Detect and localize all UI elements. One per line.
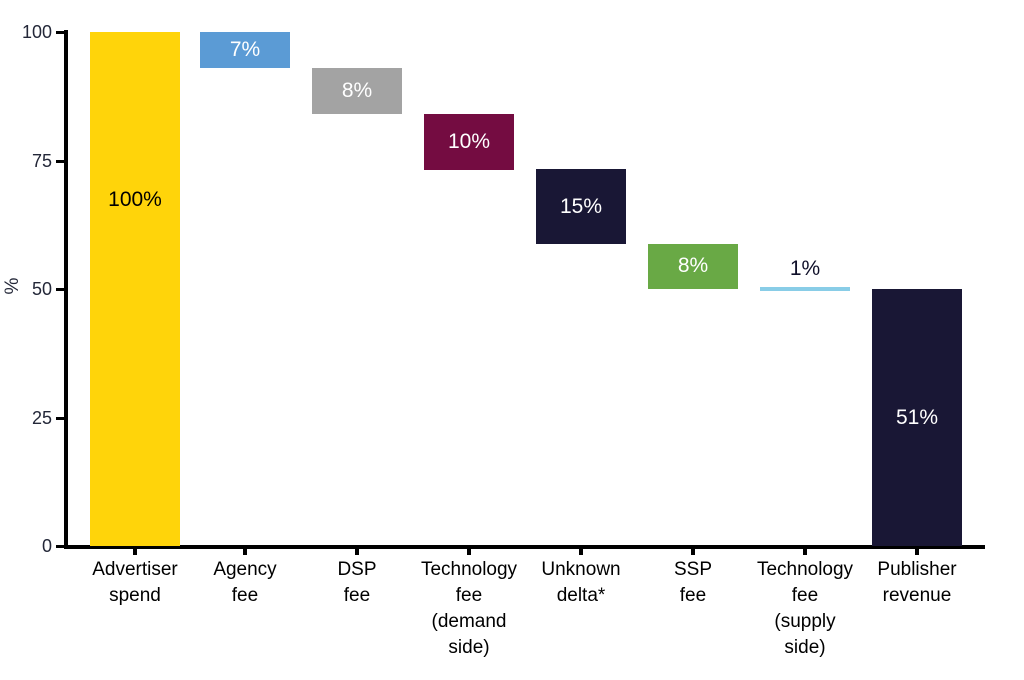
bar-dsp-fee <box>312 67 402 115</box>
y-tick-mark <box>56 288 65 291</box>
y-tick-label: 50 <box>31 279 52 299</box>
bar-value-label-publisher-revenue: 51% <box>895 406 939 429</box>
x-tick-mark <box>467 549 471 555</box>
bar-value-label-technology-fee-supply-side: 1% <box>789 257 821 280</box>
x-category-label-agency-fee: Agency fee <box>213 559 277 606</box>
x-category-label-unknown-delta: Unknown delta* <box>541 559 621 606</box>
bar-value-label-agency-fee: 7% <box>229 38 261 61</box>
y-tick-label: 0 <box>41 536 52 556</box>
bar-value-label-advertiser-spend: 100% <box>108 188 162 211</box>
x-tick-mark <box>243 549 247 555</box>
bar-value-label-dsp-fee: 8% <box>341 79 373 102</box>
x-category-label-advertiser-spend: Advertiser spend <box>92 559 178 606</box>
y-tick-mark <box>56 416 65 420</box>
y-tick-label: 75 <box>31 150 52 171</box>
bar-technology-fee-supply-side <box>760 286 850 292</box>
x-axis-line <box>64 545 985 549</box>
y-tick-label: 25 <box>31 407 52 428</box>
y-tick-mark <box>56 31 65 34</box>
x-tick-mark <box>355 549 359 555</box>
x-tick-mark <box>915 549 919 555</box>
x-tick-mark <box>803 549 807 555</box>
bar-value-label-ssp-fee: 8% <box>677 254 709 277</box>
bar-agency-fee <box>200 32 290 68</box>
x-tick-mark <box>579 549 583 555</box>
x-category-label-ssp-fee: SSP fee <box>673 559 713 606</box>
bar-ssp-fee <box>648 243 738 289</box>
y-axis-line <box>64 30 68 549</box>
y-tick-mark <box>56 159 65 163</box>
x-category-label-publisher-revenue: Publisher revenue <box>877 559 957 606</box>
bar-value-label-unknown-delta: 15% <box>559 195 603 218</box>
x-category-label-technology-fee-demand-side: Technology fee (demand side) <box>420 559 518 658</box>
x-category-label-technology-fee-supply-side: Technology fee (supply side) <box>756 559 854 658</box>
y-tick-mark <box>56 545 65 548</box>
bar-advertiser-spend <box>90 32 180 546</box>
bar-publisher-revenue <box>872 289 962 546</box>
x-tick-mark <box>133 549 137 555</box>
x-category-label-dsp-fee: DSP fee <box>337 559 377 606</box>
bar-unknown-delta <box>536 169 626 244</box>
x-tick-mark <box>691 549 695 555</box>
bar-value-label-technology-fee-demand-side: 10% <box>447 130 491 153</box>
y-tick-label: 100 <box>21 22 52 42</box>
bar-technology-fee-demand-side <box>424 114 514 170</box>
